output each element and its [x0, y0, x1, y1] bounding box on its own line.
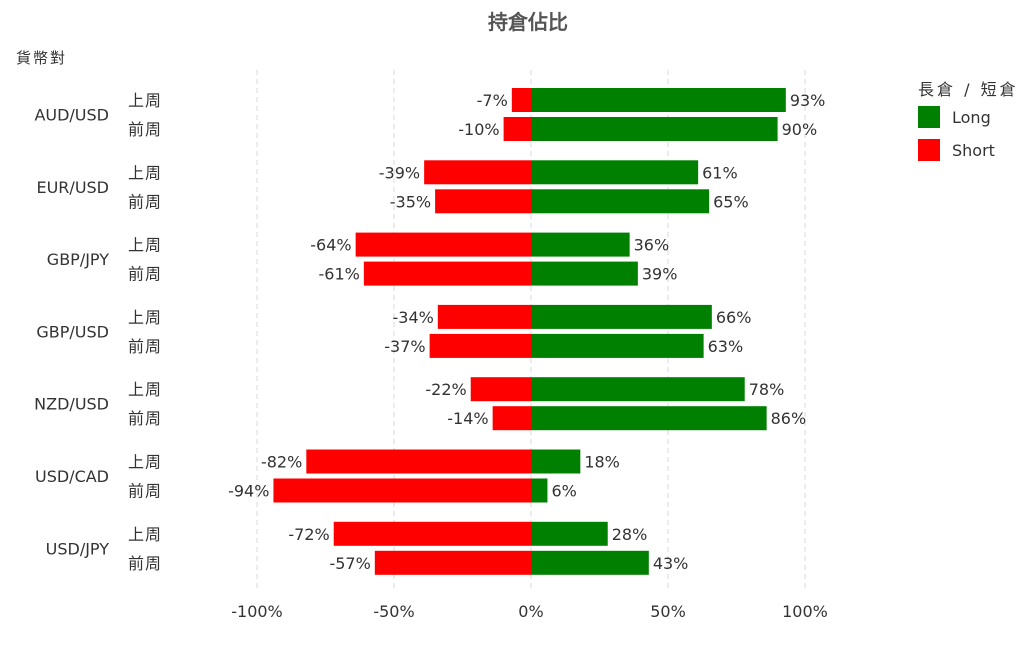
period-label: 上周: [128, 525, 162, 544]
short-bar[interactable]: [437, 304, 531, 329]
x-tick-label: 50%: [650, 602, 686, 621]
period-label: 前周: [128, 337, 162, 356]
short-bar[interactable]: [429, 333, 531, 358]
long-bar[interactable]: [531, 333, 704, 358]
long-bar[interactable]: [531, 88, 786, 112]
gridlines: [256, 70, 806, 590]
category-label: NZD/USD: [34, 395, 109, 414]
short-bar[interactable]: [435, 189, 531, 214]
x-tick-label: 100%: [782, 602, 828, 621]
long-bar[interactable]: [531, 117, 778, 141]
short-bar[interactable]: [363, 261, 531, 286]
x-tick-label: -50%: [373, 602, 414, 621]
legend-item-short[interactable]: Short: [918, 139, 995, 161]
x-tick-label: 0%: [518, 602, 543, 621]
short-bar[interactable]: [511, 88, 531, 112]
legend-label-long: Long: [952, 108, 991, 127]
short-bar[interactable]: [273, 478, 531, 503]
legend-item-long[interactable]: Long: [918, 106, 991, 128]
long-bar[interactable]: [531, 377, 745, 402]
period-label: 前周: [128, 265, 162, 284]
period-label: 前周: [128, 192, 162, 211]
long-bar[interactable]: [531, 160, 699, 185]
long-value-label: 66%: [716, 308, 752, 327]
x-axis-ticks: -100% -50% 0% 50% 100%: [231, 602, 828, 621]
long-value-label: 36%: [634, 236, 670, 255]
long-bar[interactable]: [531, 406, 767, 431]
short-value-label: -82%: [261, 453, 302, 472]
short-bar[interactable]: [424, 160, 531, 185]
category-label: GBP/USD: [36, 322, 109, 341]
long-bar[interactable]: [531, 478, 548, 503]
legend-swatch-long: [918, 106, 940, 128]
short-bar[interactable]: [492, 406, 531, 431]
period-label: 前周: [128, 482, 162, 501]
period-label: 上周: [128, 91, 162, 110]
period-label: 上周: [128, 236, 162, 255]
short-value-label: -57%: [329, 554, 370, 573]
short-value-label: -94%: [228, 482, 269, 501]
category-label: GBP/JPY: [47, 250, 109, 269]
legend-swatch-short: [918, 139, 940, 161]
long-bar[interactable]: [531, 449, 581, 474]
long-bar[interactable]: [531, 550, 649, 575]
short-value-label: -39%: [379, 163, 420, 182]
short-value-label: -37%: [384, 337, 425, 356]
bars: [273, 88, 786, 575]
long-value-label: 61%: [702, 163, 738, 182]
chart-title: 持倉佔比: [488, 10, 568, 34]
short-bar[interactable]: [503, 117, 531, 141]
long-bar[interactable]: [531, 232, 630, 257]
long-value-label: 39%: [642, 265, 678, 284]
category-axis: AUD/USD上周前周EUR/USD上周前周GBP/JPY上周前周GBP/USD…: [34, 91, 162, 573]
long-value-label: 90%: [782, 120, 818, 139]
period-label: 前周: [128, 554, 162, 573]
short-value-label: -22%: [425, 380, 466, 399]
data-labels: 93% -7% 90% -10% 61% -39% 65% -35% 36% -64% 39% -61…: [228, 91, 825, 573]
short-bar[interactable]: [470, 377, 531, 402]
short-value-label: -72%: [288, 525, 329, 544]
long-bar[interactable]: [531, 261, 638, 286]
long-value-label: 86%: [771, 409, 807, 428]
short-value-label: -14%: [447, 409, 488, 428]
period-label: 前周: [128, 409, 162, 428]
legend-title: 長倉 / 短倉: [918, 80, 1019, 99]
short-value-label: -34%: [392, 308, 433, 327]
period-label: 上周: [128, 380, 162, 399]
long-value-label: 93%: [790, 91, 826, 110]
short-value-label: -61%: [319, 265, 360, 284]
y-axis-title: 貨幣對: [16, 49, 67, 67]
legend-label-short: Short: [952, 141, 995, 160]
period-label: 上周: [128, 163, 162, 182]
long-value-label: 43%: [653, 554, 689, 573]
long-bar[interactable]: [531, 304, 712, 329]
category-label: USD/CAD: [35, 467, 109, 486]
period-label: 上周: [128, 308, 162, 327]
short-bar[interactable]: [306, 449, 531, 474]
x-tick-label: -100%: [231, 602, 283, 621]
long-value-label: 63%: [708, 337, 744, 356]
legend[interactable]: 長倉 / 短倉 Long Short: [918, 80, 1019, 161]
long-value-label: 18%: [584, 453, 620, 472]
long-value-label: 28%: [612, 525, 648, 544]
long-value-label: 78%: [749, 380, 785, 399]
category-label: USD/JPY: [46, 539, 110, 558]
short-bar[interactable]: [374, 550, 531, 575]
short-value-label: -64%: [310, 236, 351, 255]
long-value-label: 6%: [551, 482, 576, 501]
long-value-label: 65%: [713, 192, 749, 211]
long-bar[interactable]: [531, 189, 710, 214]
short-bar[interactable]: [333, 521, 531, 546]
period-label: 前周: [128, 120, 162, 139]
short-value-label: -10%: [458, 120, 499, 139]
short-value-label: -35%: [390, 192, 431, 211]
long-bar[interactable]: [531, 521, 608, 546]
category-label: EUR/USD: [36, 178, 109, 197]
short-value-label: -7%: [477, 91, 508, 110]
category-label: AUD/USD: [34, 106, 109, 125]
period-label: 上周: [128, 453, 162, 472]
short-bar[interactable]: [355, 232, 531, 257]
